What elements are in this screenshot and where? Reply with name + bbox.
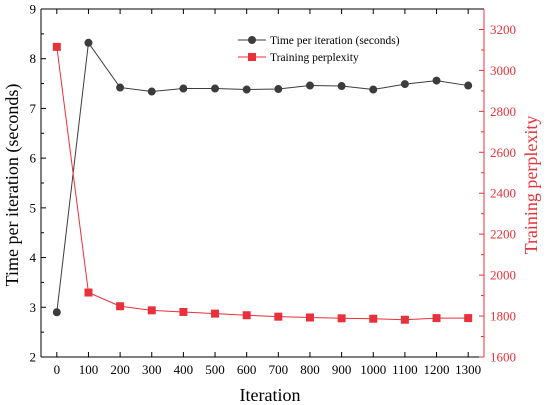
- right-y-tick-label: 3000: [490, 63, 516, 78]
- perplexity-point: [337, 314, 346, 323]
- right-y-tick-label: 3200: [490, 22, 516, 37]
- x-tick-label: 700: [269, 362, 289, 377]
- left-y-tick-label: 9: [30, 2, 37, 17]
- perplexity-point: [52, 42, 61, 51]
- time-point: [52, 308, 61, 317]
- time-point: [242, 85, 251, 94]
- time-point: [432, 76, 441, 85]
- right-y-tick-label: 2000: [490, 268, 516, 283]
- x-tick-label: 600: [237, 362, 257, 377]
- right-y-axis-title: Training perplexity: [521, 116, 541, 255]
- time-point: [305, 81, 314, 90]
- x-tick-label: 900: [332, 362, 352, 377]
- perplexity-point: [147, 306, 156, 315]
- right-y-tick-label: 2800: [490, 104, 516, 119]
- left-y-tick-label: 6: [30, 151, 37, 166]
- perplexity-point: [432, 314, 441, 323]
- x-tick-label: 0: [54, 362, 61, 377]
- legend-marker-perplexity: [248, 53, 256, 61]
- time-point: [274, 85, 283, 94]
- perplexity-point: [369, 314, 378, 323]
- right-y-tick-label: 1800: [490, 309, 516, 324]
- left-y-tick-label: 3: [30, 300, 37, 315]
- perplexity-point: [274, 312, 283, 321]
- right-y-axis: 1600 1800 2000 2200 2400 2600 2800 3000 3200: [479, 22, 516, 365]
- left-y-tick-label: 8: [30, 51, 37, 66]
- x-tick-label: 1200: [424, 362, 450, 377]
- time-point: [211, 84, 220, 93]
- time-point: [179, 84, 188, 93]
- legend-label-time: Time per iteration (seconds): [270, 35, 400, 47]
- x-tick-label: 800: [300, 362, 320, 377]
- left-y-tick-label: 2: [30, 350, 37, 365]
- right-y-tick-label: 1600: [490, 350, 516, 365]
- time-point: [369, 85, 378, 94]
- x-tick-label: 500: [205, 362, 225, 377]
- perplexity-point: [400, 315, 409, 324]
- plot-frame: [40, 8, 485, 358]
- perplexity-point: [84, 288, 93, 297]
- perplexity-point: [242, 311, 251, 320]
- left-y-axis-title: Time per iteration (seconds): [2, 84, 23, 287]
- perplexity-point: [179, 307, 188, 316]
- time-point: [147, 87, 156, 96]
- right-y-tick-label: 2600: [490, 145, 516, 160]
- time-point: [400, 80, 409, 89]
- x-tick-label: 1100: [392, 362, 418, 377]
- left-y-tick-label: 7: [30, 101, 37, 116]
- time-point: [84, 38, 93, 47]
- x-tick-label: 1000: [360, 362, 386, 377]
- perplexity-point: [464, 314, 473, 323]
- x-tick-label: 200: [110, 362, 130, 377]
- legend-label-perplexity: Training perplexity: [270, 52, 359, 64]
- series-line-perplexity: [56, 46, 469, 321]
- left-y-tick-label: 5: [30, 200, 37, 215]
- x-axis-title: Iteration: [240, 385, 301, 405]
- x-axis: 0 100 200 300 400 500 600 700 800 900 1000 1100 1200…: [54, 9, 481, 377]
- right-y-tick-label: 2200: [490, 227, 516, 242]
- time-point: [116, 83, 125, 92]
- perplexity-point: [211, 309, 220, 318]
- time-point: [464, 81, 473, 90]
- series-line-time: [56, 41, 469, 313]
- x-tick-label: 1300: [455, 362, 481, 377]
- perplexity-point: [116, 302, 125, 311]
- series-layer: [52, 38, 473, 324]
- x-tick-label: 300: [142, 362, 162, 377]
- time-point: [337, 82, 346, 91]
- legend-marker-time: [248, 36, 256, 44]
- right-y-tick-label: 2400: [490, 186, 516, 201]
- left-y-axis: 2 3 4 5 6 7 8 9: [30, 2, 46, 365]
- perplexity-point: [305, 313, 314, 322]
- legend: Time per iteration (seconds) Training pe…: [238, 35, 400, 64]
- x-tick-label: 100: [79, 362, 99, 377]
- left-y-tick-label: 4: [30, 250, 37, 265]
- x-tick-label: 400: [174, 362, 194, 377]
